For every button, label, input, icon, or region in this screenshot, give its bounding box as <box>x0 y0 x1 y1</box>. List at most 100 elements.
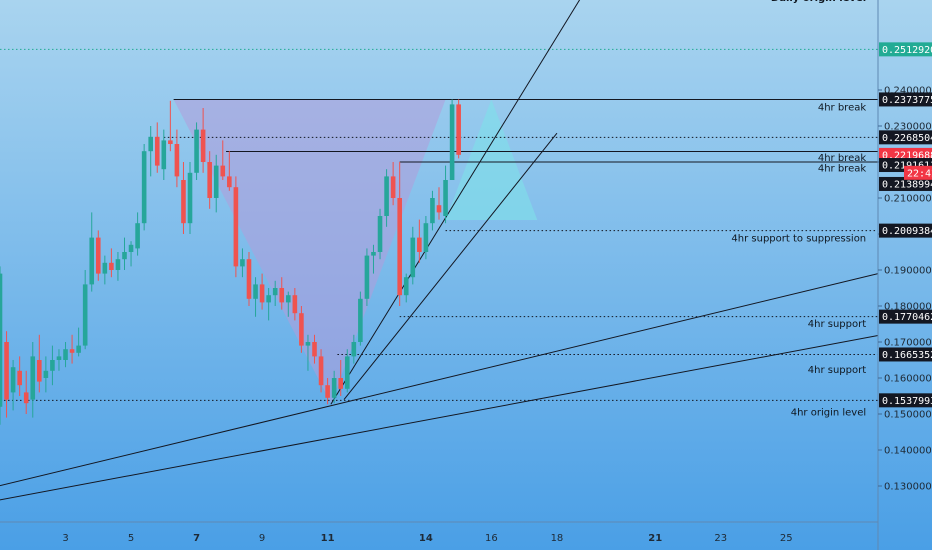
annotation-6: 4hr support <box>808 365 866 376</box>
candle-body-38 <box>247 259 252 299</box>
countdown-label-text: 22:42 <box>907 168 932 179</box>
annotation-3: 4hr break <box>818 163 867 174</box>
price-label-text-5: 0.21389940 <box>882 179 932 190</box>
candle-body-32 <box>207 162 212 198</box>
candle-body-19 <box>122 252 127 259</box>
x-tick-label-0: 3 <box>62 533 68 544</box>
candle-body-43 <box>279 288 284 302</box>
candle-body-33 <box>214 166 219 198</box>
annotation-5: 4hr support <box>808 319 866 330</box>
x-tick-label-7: 18 <box>551 533 564 544</box>
candle-body-9 <box>57 356 62 360</box>
candle-body-25 <box>162 140 167 169</box>
candle-body-15 <box>96 238 101 274</box>
candle-body-52 <box>338 378 343 389</box>
candle-body-67 <box>437 205 442 212</box>
annotation-1: 4hr break <box>818 102 867 113</box>
candle-body-60 <box>391 176 396 198</box>
candle-body-64 <box>417 238 422 252</box>
y-tick-label-4: 0.17000000 <box>884 338 932 349</box>
candle-body-30 <box>194 130 199 173</box>
y-tick-label-6: 0.19000000 <box>884 266 932 277</box>
x-tick-label-5: 14 <box>419 533 433 544</box>
candle-body-12 <box>76 346 81 353</box>
candle-body-68 <box>443 180 448 216</box>
candle-body-4 <box>24 392 29 403</box>
y-tick-label-2: 0.15000000 <box>884 410 932 421</box>
candle-body-6 <box>37 360 42 382</box>
candle-body-41 <box>266 295 271 302</box>
candle-body-51 <box>332 378 337 398</box>
candle-body-10 <box>63 349 68 360</box>
x-tick-label-1: 5 <box>128 533 134 544</box>
candle-body-66 <box>430 198 435 223</box>
candle-body-3 <box>17 371 22 385</box>
x-tick-label-2: 7 <box>193 533 200 544</box>
candle-body-45 <box>293 295 298 313</box>
candle-body-63 <box>410 238 415 278</box>
candle-body-34 <box>220 166 225 177</box>
x-tick-label-6: 16 <box>485 533 498 544</box>
price-label-text-7: 0.17704622 <box>882 312 932 323</box>
y-tick-label-8: 0.21000000 <box>884 194 932 205</box>
candle-body-56 <box>365 256 370 299</box>
y-tick-label-1: 0.14000000 <box>884 446 932 457</box>
candle-body-23 <box>148 137 153 151</box>
candle-body-29 <box>188 173 193 223</box>
x-tick-label-9: 23 <box>714 533 727 544</box>
annotation-0: Daily origin level <box>771 0 866 4</box>
candle-body-1 <box>4 342 9 400</box>
candle-body-22 <box>142 151 147 223</box>
candle-body-58 <box>378 216 383 252</box>
candle-body-20 <box>129 245 134 252</box>
price-label-text-0: 0.25129203 <box>882 45 932 56</box>
x-tick-label-3: 9 <box>259 533 265 544</box>
candle-body-11 <box>70 349 75 353</box>
candle-body-53 <box>345 356 350 388</box>
annotation-7: 4hr origin level <box>791 407 866 418</box>
candle-body-8 <box>50 360 55 371</box>
candle-body-24 <box>155 137 160 166</box>
y-tick-label-3: 0.16000000 <box>884 374 932 385</box>
candle-body-16 <box>103 263 108 274</box>
x-tick-label-4: 11 <box>321 533 335 544</box>
candle-body-50 <box>325 385 330 398</box>
candle-body-31 <box>201 130 206 162</box>
candle-body-13 <box>83 284 88 345</box>
candle-body-65 <box>424 223 429 252</box>
candle-body-59 <box>384 176 389 216</box>
price-label-text-1: 0.23737755 <box>882 95 932 106</box>
candle-body-28 <box>181 180 186 223</box>
candle-body-14 <box>89 238 94 285</box>
candle-body-61 <box>397 198 402 295</box>
candle-body-55 <box>358 299 363 342</box>
candle-body-17 <box>109 263 114 270</box>
x-tick-label-10: 25 <box>780 533 793 544</box>
candle-body-70 <box>456 104 461 154</box>
candle-body-39 <box>253 284 258 298</box>
x-tick-label-8: 21 <box>648 533 662 544</box>
candle-body-69 <box>450 104 455 180</box>
candle-body-48 <box>312 342 317 356</box>
annotation-4: 4hr support to suppression <box>731 233 866 244</box>
candle-body-46 <box>299 313 304 345</box>
candle-body-35 <box>227 176 232 187</box>
candle-body-7 <box>44 371 49 378</box>
candle-body-62 <box>404 277 409 295</box>
candle-body-18 <box>116 259 121 270</box>
candle-body-5 <box>30 356 35 399</box>
candle-body-42 <box>273 288 278 295</box>
candle-body-2 <box>11 367 16 392</box>
candle-body-37 <box>240 259 245 266</box>
price-label-text-9: 0.15379931 <box>882 396 932 407</box>
candle-body-26 <box>168 140 173 144</box>
price-label-text-2: 0.22685040 <box>882 133 932 144</box>
candle-body-27 <box>175 144 180 176</box>
annotation-2: 4hr break <box>818 153 867 164</box>
candle-body-54 <box>352 342 357 356</box>
candle-body-40 <box>260 284 265 302</box>
candle-body-36 <box>234 187 239 266</box>
